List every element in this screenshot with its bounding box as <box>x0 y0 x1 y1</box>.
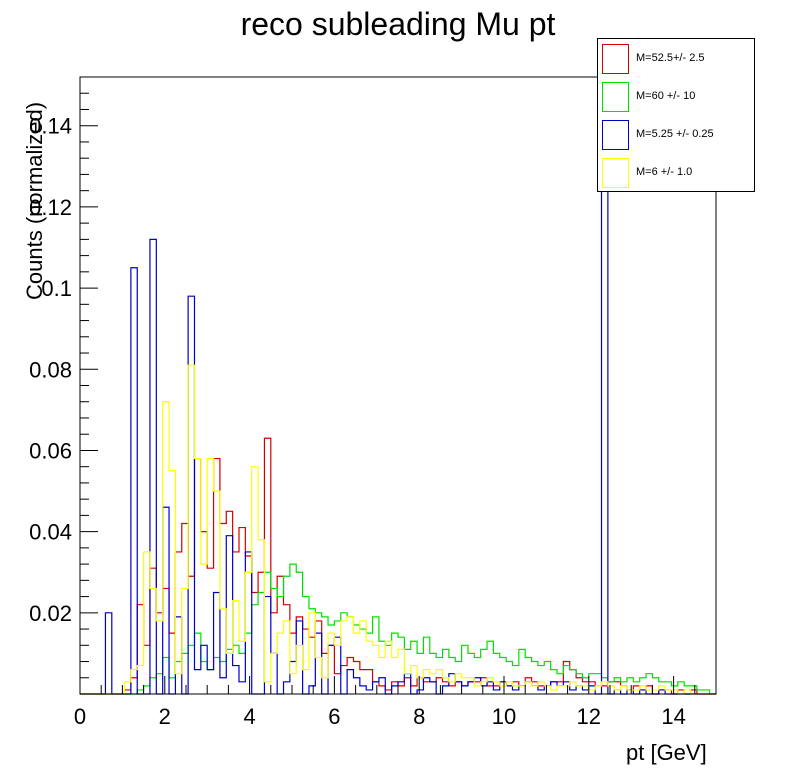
legend-label: M=60 +/- 10 <box>636 90 696 102</box>
y-tick-label: 0.04 <box>29 520 72 545</box>
legend-entry: M=6 +/- 1.0 <box>598 158 754 188</box>
x-tick-label: 2 <box>159 704 171 729</box>
y-tick-label: 0.02 <box>29 601 72 626</box>
x-tick-label: 4 <box>243 704 255 729</box>
x-tick-label: 6 <box>328 704 340 729</box>
axis-layer: 0 2 4 6 8 10 12 14 0.02 0.04 0.06 0.08 0.1 0.12 0.14 <box>29 76 717 729</box>
histogram-series-3 <box>80 364 716 695</box>
y-axis-label: Counts (normalized) <box>22 101 47 300</box>
y-tick-label: 0.06 <box>29 438 72 463</box>
x-tick-label: 12 <box>577 704 601 729</box>
series-layer <box>80 169 716 695</box>
legend-label: M=5.25 +/- 0.25 <box>636 128 714 140</box>
x-axis-label: pt [GeV] <box>626 740 707 765</box>
legend: M=52.5+/- 2.5 M=60 +/- 10 M=5.25 +/- 0.2… <box>597 38 755 192</box>
y-tick-label: 0.14 <box>29 114 72 139</box>
x-tick-label: 8 <box>413 704 425 729</box>
legend-entry: M=5.25 +/- 0.25 <box>598 120 754 150</box>
legend-swatch <box>602 120 629 150</box>
legend-entry: M=52.5+/- 2.5 <box>598 44 754 74</box>
legend-label: M=6 +/- 1.0 <box>636 166 693 178</box>
chart-title: reco subleading Mu pt <box>240 6 556 42</box>
legend-entry: M=60 +/- 10 <box>598 82 754 112</box>
x-tick-label: 10 <box>492 704 516 729</box>
x-tick-label: 0 <box>74 704 86 729</box>
legend-swatch <box>602 158 629 188</box>
y-tick-label: 0.08 <box>29 357 72 382</box>
x-tick-label: 14 <box>661 704 685 729</box>
legend-label: M=52.5+/- 2.5 <box>636 52 705 64</box>
legend-swatch <box>602 44 629 74</box>
legend-swatch <box>602 82 629 112</box>
y-tick-label: 0.1 <box>41 276 72 301</box>
y-tick-label: 0.12 <box>29 195 72 220</box>
